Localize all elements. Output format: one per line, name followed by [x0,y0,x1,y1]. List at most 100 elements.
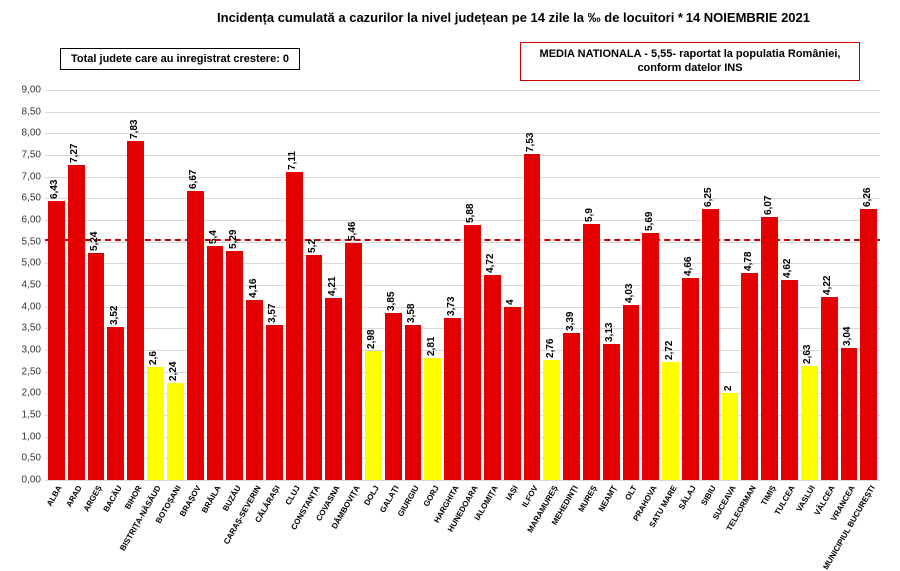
bar-value-label: 2,81 [426,337,437,356]
bar-value-label: 4,62 [782,258,793,277]
y-tick-label: 6,50 [22,193,41,204]
bar-slot: 2,98 [365,90,382,480]
x-tick: GIURGIU [405,480,422,560]
bar-slot: 6,67 [187,90,204,480]
bar-value-label: 2,72 [664,341,675,360]
bar-slot: 4,62 [781,90,798,480]
x-tick: VASLUI [801,480,818,560]
bar-value-label: 7,53 [525,132,536,151]
x-tick-label: TIMIȘ [759,484,777,507]
bar-slot: 5,69 [642,90,659,480]
bar: 6,26 [860,209,877,480]
y-tick-label: 3,00 [22,344,41,355]
bar: 2,24 [167,383,184,480]
bar-value-label: 4,03 [624,284,635,303]
bar-slot: 6,26 [860,90,877,480]
x-tick-label: NEAMȚ [597,484,619,513]
y-tick-label: 2,00 [22,388,41,399]
x-tick-label: GORJ [422,484,441,508]
bar-slot: 3,73 [444,90,461,480]
bar-slot: 4,66 [682,90,699,480]
x-tick: DÂMBOVIȚA [345,480,362,560]
x-tick-label: BUZĂU [221,484,243,513]
bar-value-label: 5,4 [208,230,219,244]
bar: 5,24 [88,253,105,480]
y-tick-label: 4,50 [22,280,41,291]
bar: 5,69 [642,233,659,480]
bar: 2,63 [801,366,818,480]
bar-value-label: 4,72 [485,254,496,273]
y-tick-label: 7,50 [22,149,41,160]
bar: 4,62 [781,280,798,480]
bar-value-label: 2,63 [802,345,813,364]
bar-slot: 2,63 [801,90,818,480]
bar: 3,13 [603,344,620,480]
bar-slot: 5,4 [207,90,224,480]
x-tick: BRAȘOV [187,480,204,560]
bar: 3,39 [563,333,580,480]
bar-value-label: 3,52 [109,306,120,325]
bar-value-label: 5,69 [644,212,655,231]
bar-value-label: 6,07 [763,196,774,215]
y-tick-label: 0,50 [22,453,41,464]
bar: 4,78 [741,273,758,480]
total-box: Total judete care au inregistrat crester… [60,48,300,70]
x-tick-label: SĂLAJ [677,484,698,511]
bar-value-label: 3,04 [842,327,853,346]
bar-value-label: 2,76 [545,339,556,358]
x-tick: CĂLĂRAȘI [266,480,283,560]
bar-value-label: 4,78 [743,251,754,270]
chart-title: Incidența cumulată a cazurilor la nivel … [217,10,683,25]
x-tick-label: IAȘI [504,484,520,502]
bar-slot: 4,16 [246,90,263,480]
x-tick-label: ARAD [65,484,84,509]
bar-value-label: 3,57 [267,304,278,323]
bar-value-label: 2,98 [366,329,377,348]
y-tick-label: 2,50 [22,366,41,377]
x-tick: IALOMIȚA [484,480,501,560]
bar-value-label: 3,39 [565,312,576,331]
x-tick: MUREȘ [583,480,600,560]
bar-value-label: 3,13 [604,323,615,342]
x-tick: MEHEDINȚI [563,480,580,560]
bar: 4 [504,307,521,480]
bar-slot: 3,57 [266,90,283,480]
bar: 5,88 [464,225,481,480]
bar: 6,43 [48,201,65,480]
y-tick-label: 0,00 [22,475,41,486]
y-tick-label: 6,00 [22,214,41,225]
y-tick-label: 1,50 [22,410,41,421]
y-tick-label: 8,00 [22,128,41,139]
bar-slot: 5,29 [226,90,243,480]
bar: 2,76 [543,360,560,480]
y-tick-label: 5,00 [22,258,41,269]
bar-value-label: 6,67 [188,170,199,189]
x-tick: DOLJ [365,480,382,560]
bar-slot: 7,83 [127,90,144,480]
bar: 3,04 [841,348,858,480]
bar: 4,66 [682,278,699,480]
bar-slot: 2,81 [424,90,441,480]
bar-value-label: 3,58 [406,303,417,322]
bar-value-label: 3,85 [386,292,397,311]
bar-slot: 4 [504,90,521,480]
bar-slot: 4,22 [821,90,838,480]
bar: 4,22 [821,297,838,480]
bar-value-label: 5,24 [89,231,100,250]
x-tick: MUNICIPIUL BUCUREȘTI [860,480,877,560]
bar-value-label: 4,66 [683,257,694,276]
bar-slot: 2,6 [147,90,164,480]
x-tick-label: DOLJ [363,484,381,507]
bar: 6,25 [702,209,719,480]
bar: 2,81 [424,358,441,480]
bar: 2,72 [662,362,679,480]
x-tick: IAȘI [504,480,521,560]
bar-value-label: 3,73 [446,297,457,316]
bar: 6,07 [761,217,778,480]
bar: 5,4 [207,246,224,480]
bar: 2,6 [147,367,164,480]
bar-value-label: 2,6 [148,351,159,365]
bar-value-label: 5,46 [347,222,358,241]
y-tick-label: 7,00 [22,171,41,182]
bar-value-label: 4,16 [248,278,259,297]
